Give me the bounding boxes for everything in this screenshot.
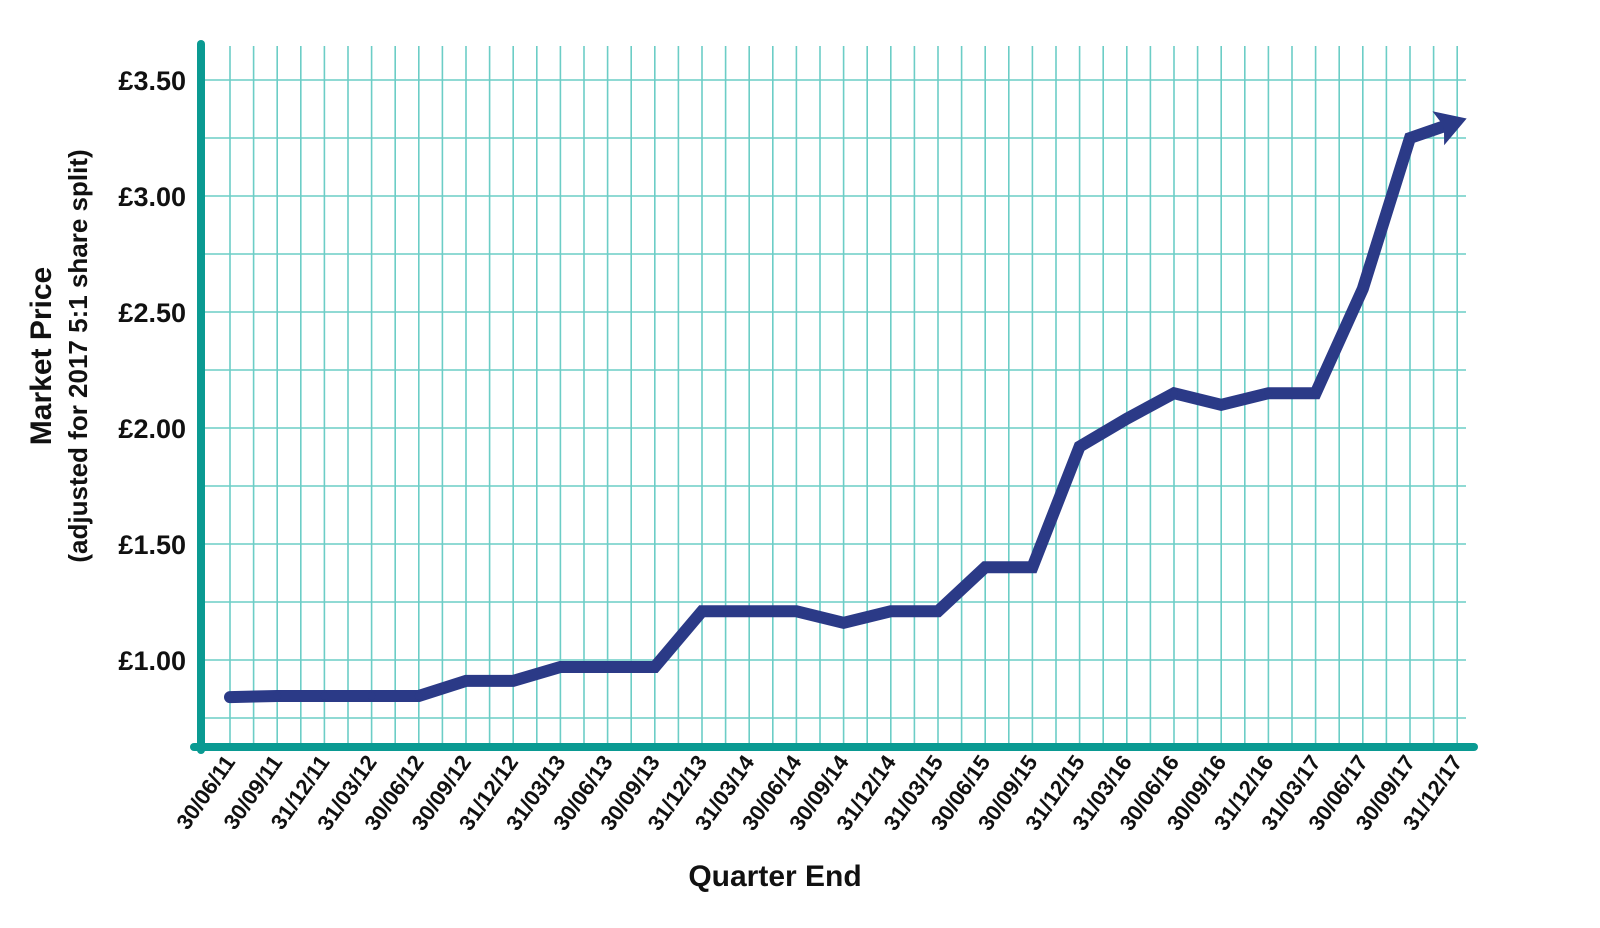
data-point [273, 691, 282, 700]
data-point [698, 607, 706, 616]
data-point [556, 662, 565, 671]
data-point [226, 693, 234, 702]
y-axis-subtitle: (adjusted for 2017 5:1 share split) [63, 149, 93, 562]
data-point [414, 691, 423, 700]
data-point [792, 607, 801, 616]
grid [201, 46, 1466, 747]
data-point [1406, 134, 1414, 142]
arrow-head-icon [1432, 111, 1467, 146]
data-point [509, 676, 518, 685]
data-point [1264, 389, 1273, 398]
data-point [650, 662, 659, 671]
data-point [603, 662, 612, 671]
data-point [367, 691, 376, 700]
data-point [462, 676, 470, 685]
series [224, 111, 1467, 704]
data-point [1122, 414, 1131, 423]
data-point [320, 691, 329, 700]
data-point [839, 618, 848, 627]
y-tick-labels: £1.00 £1.50 £2.00 £2.50 £3.00 £3.50 [118, 66, 186, 676]
y-tick-label: £3.00 [118, 182, 186, 212]
data-point [934, 607, 942, 616]
y-axis-title: Market Price [25, 267, 58, 445]
y-tick-label: £1.50 [118, 530, 186, 560]
y-tick-label: £2.00 [118, 414, 186, 444]
axes [190, 40, 1478, 754]
data-point [1075, 442, 1084, 451]
data-point [1217, 400, 1226, 409]
y-tick-label: £3.50 [118, 66, 186, 96]
y-tick-label: £1.00 [118, 646, 186, 676]
x-tick-labels: 30/06/1130/09/1131/12/1131/03/1230/06/12… [171, 750, 1467, 835]
data-point [1358, 284, 1367, 293]
data-point [1311, 389, 1320, 398]
price-line [224, 120, 1450, 704]
data-point [745, 607, 754, 616]
data-point [886, 607, 895, 616]
data-point [981, 563, 990, 572]
x-axis-title: Quarter End [688, 860, 861, 893]
y-tick-label: £2.50 [118, 298, 186, 328]
data-point [1170, 389, 1178, 398]
data-point [1028, 563, 1037, 572]
